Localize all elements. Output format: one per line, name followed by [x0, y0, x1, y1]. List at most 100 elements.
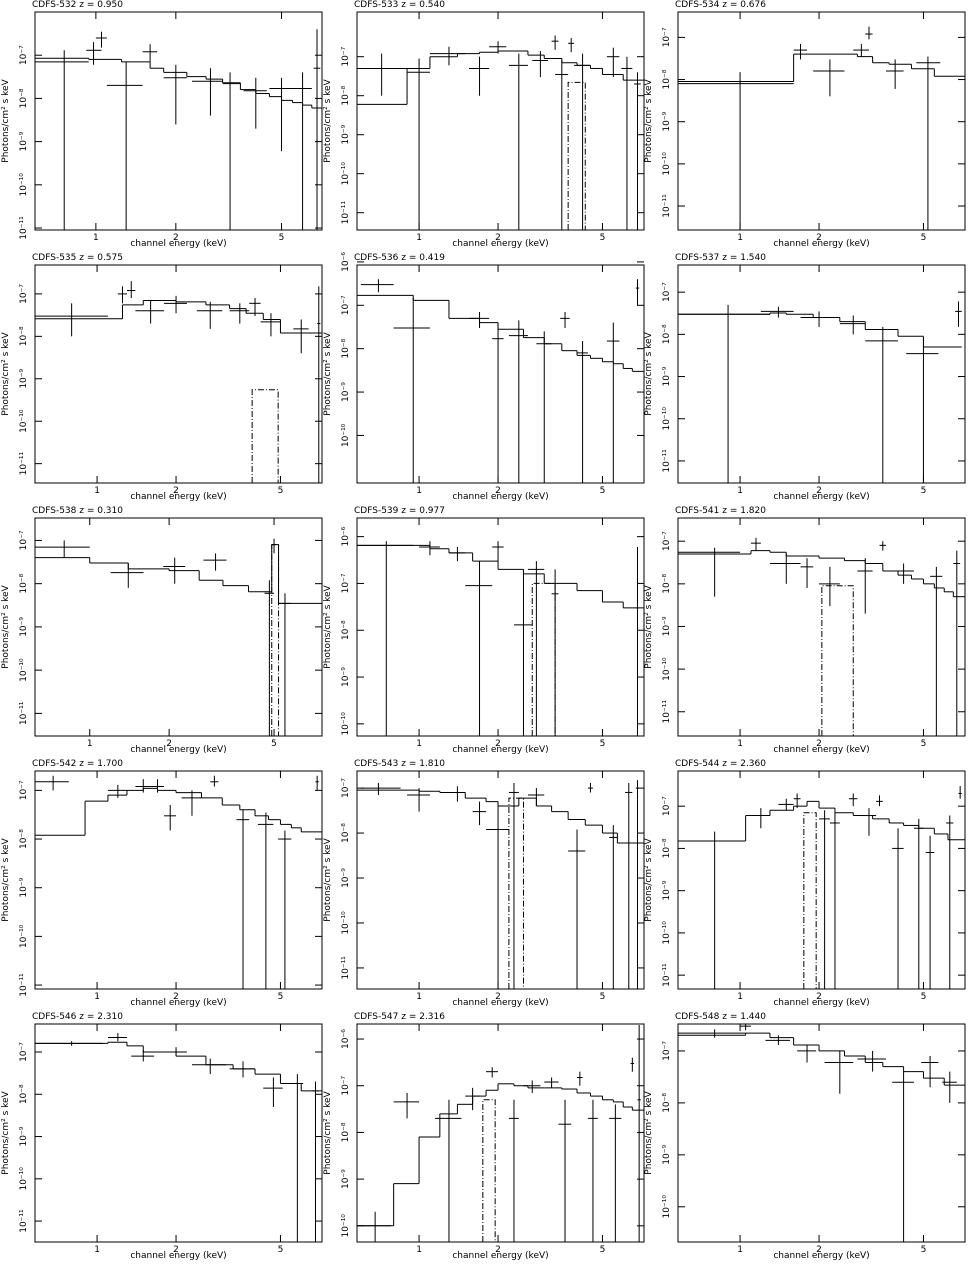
panel-title: CDFS-534 z = 0.676: [675, 0, 766, 10]
x-tick-label: 1: [737, 992, 743, 1002]
x-tick-label: 1: [737, 1245, 743, 1255]
panel: CDFS-542 z = 1.700 channel energy (keV) Ph…: [1, 759, 323, 1008]
y-tick-label: 10⁻¹⁰: [662, 1195, 672, 1219]
y-tick-label: 10⁻¹¹: [662, 700, 672, 724]
y-tick-label: 10⁻¹¹: [19, 973, 29, 997]
panel: CDFS-535 z = 0.575 channel energy (keV) Ph…: [1, 253, 323, 502]
x-tick-label: 5: [600, 233, 606, 243]
x-axis-label: channel energy (keV): [452, 239, 548, 249]
plot-frame: [677, 517, 966, 737]
y-tick-label: 10⁻¹⁰: [341, 423, 351, 447]
y-tick-label: 10⁻⁸: [662, 574, 672, 594]
plot-frame: [677, 11, 966, 231]
x-axis-label: channel energy (keV): [130, 998, 226, 1008]
y-tick-label: 10⁻⁸: [19, 326, 29, 346]
y-tick-label: 10⁻⁹: [19, 368, 29, 388]
panel-title: CDFS-546 z = 2.310: [32, 1012, 123, 1022]
y-axis-label: Photons/cm² s keV: [1, 78, 11, 162]
x-axis-label: channel energy (keV): [130, 239, 226, 249]
y-tick-label: 10⁻⁸: [341, 338, 351, 358]
panel-title: CDFS-532 z = 0.950: [32, 0, 123, 10]
x-axis-label: channel energy (keV): [773, 239, 869, 249]
x-tick-label: 2: [173, 1245, 179, 1255]
x-tick-label: 1: [416, 486, 422, 496]
y-tick-label: 10⁻⁹: [19, 131, 29, 151]
x-tick-label: 2: [495, 1245, 501, 1255]
panel-title: CDFS-542 z = 1.700: [32, 759, 123, 769]
y-tick-label: 10⁻⁶: [341, 1029, 351, 1049]
panel-title: CDFS-544 z = 2.360: [675, 759, 766, 769]
x-tick-label: 5: [600, 739, 606, 749]
plot-frame: [356, 11, 645, 231]
panel: CDFS-546 z = 2.310 channel energy (keV) Ph…: [1, 1012, 323, 1261]
y-tick-label: 10⁻⁷: [662, 531, 672, 551]
y-tick-label: 10⁻⁹: [19, 877, 29, 897]
y-tick-label: 10⁻¹¹: [19, 216, 29, 240]
y-tick-label: 10⁻⁸: [341, 823, 351, 843]
component-line: [531, 582, 556, 736]
y-tick-label: 10⁻¹¹: [341, 201, 351, 225]
panel-title: CDFS-548 z = 1.440: [675, 1012, 766, 1022]
x-tick-label: 5: [600, 486, 606, 496]
plot-area: [35, 281, 322, 483]
panel: CDFS-539 z = 0.977 channel energy (keV) Ph…: [323, 506, 645, 755]
panel-title: CDFS-533 z = 0.540: [354, 0, 445, 10]
plot-area: [35, 1033, 322, 1242]
x-tick-label: 5: [600, 992, 606, 1002]
y-tick-label: 10⁻⁷: [662, 796, 672, 816]
plot-area: [357, 1024, 644, 1242]
panel: CDFS-536 z = 0.419 channel energy (keV) Ph…: [323, 252, 645, 502]
y-tick-label: 10⁻⁸: [662, 69, 672, 89]
y-tick-label: 10⁻¹⁰: [19, 658, 29, 682]
y-tick-label: 10⁻⁹: [662, 880, 672, 900]
panel-title: CDFS-541 z = 1.820: [675, 506, 766, 516]
y-tick-label: 10⁻⁹: [19, 1126, 29, 1146]
y-axis-label: Photons/cm² s keV: [323, 584, 333, 668]
y-tick-label: 10⁻¹¹: [662, 963, 672, 987]
y-tick-label: 10⁻⁶: [341, 252, 351, 272]
y-axis-label: Photons/cm² s keV: [644, 837, 654, 921]
y-axis-label: Photons/cm² s keV: [323, 78, 333, 162]
x-tick-label: 5: [278, 486, 284, 496]
x-axis-label: channel energy (keV): [452, 998, 548, 1008]
plot-frame: [677, 264, 966, 484]
y-tick-label: 10⁻¹⁰: [19, 1167, 29, 1191]
component-line: [251, 389, 279, 483]
y-tick-label: 10⁻⁹: [341, 868, 351, 888]
x-tick-label: 5: [278, 1245, 284, 1255]
component-line: [271, 544, 280, 736]
y-tick-label: 10⁻⁷: [341, 1075, 351, 1095]
y-tick-label: 10⁻⁷: [19, 780, 29, 800]
panel-title: CDFS-535 z = 0.575: [32, 253, 123, 263]
x-tick-label: 1: [737, 233, 743, 243]
x-axis-label: channel energy (keV): [130, 1251, 226, 1261]
plot-frame: [34, 11, 323, 231]
y-tick-label: 10⁻⁹: [662, 1145, 672, 1165]
x-tick-label: 1: [94, 486, 100, 496]
y-tick-label: 10⁻⁶: [341, 526, 351, 546]
plot-frame: [356, 1023, 645, 1243]
x-tick-label: 1: [737, 486, 743, 496]
y-tick-label: 10⁻⁸: [341, 620, 351, 640]
panel: CDFS-543 z = 1.810 channel energy (keV) Ph…: [323, 759, 645, 1008]
y-tick-label: 10⁻¹⁰: [341, 162, 351, 186]
y-tick-label: 10⁻⁹: [341, 382, 351, 402]
x-tick-label: 5: [271, 739, 277, 749]
y-tick-label: 10⁻⁸: [19, 88, 29, 108]
x-axis-label: channel energy (keV): [452, 745, 548, 755]
y-tick-label: 10⁻⁸: [662, 838, 672, 858]
x-tick-label: 2: [495, 233, 501, 243]
x-tick-label: 1: [416, 739, 422, 749]
plot-area: [357, 780, 644, 989]
plot-frame: [677, 1023, 966, 1243]
x-tick-label: 5: [921, 233, 927, 243]
x-tick-label: 1: [416, 992, 422, 1002]
x-tick-label: 1: [737, 739, 743, 749]
x-tick-label: 1: [416, 233, 422, 243]
plot-area: [678, 786, 965, 989]
y-tick-label: 10⁻⁷: [662, 282, 672, 302]
component-line: [482, 1099, 496, 1242]
y-tick-label: 10⁻⁹: [341, 667, 351, 687]
component-line: [803, 812, 817, 989]
